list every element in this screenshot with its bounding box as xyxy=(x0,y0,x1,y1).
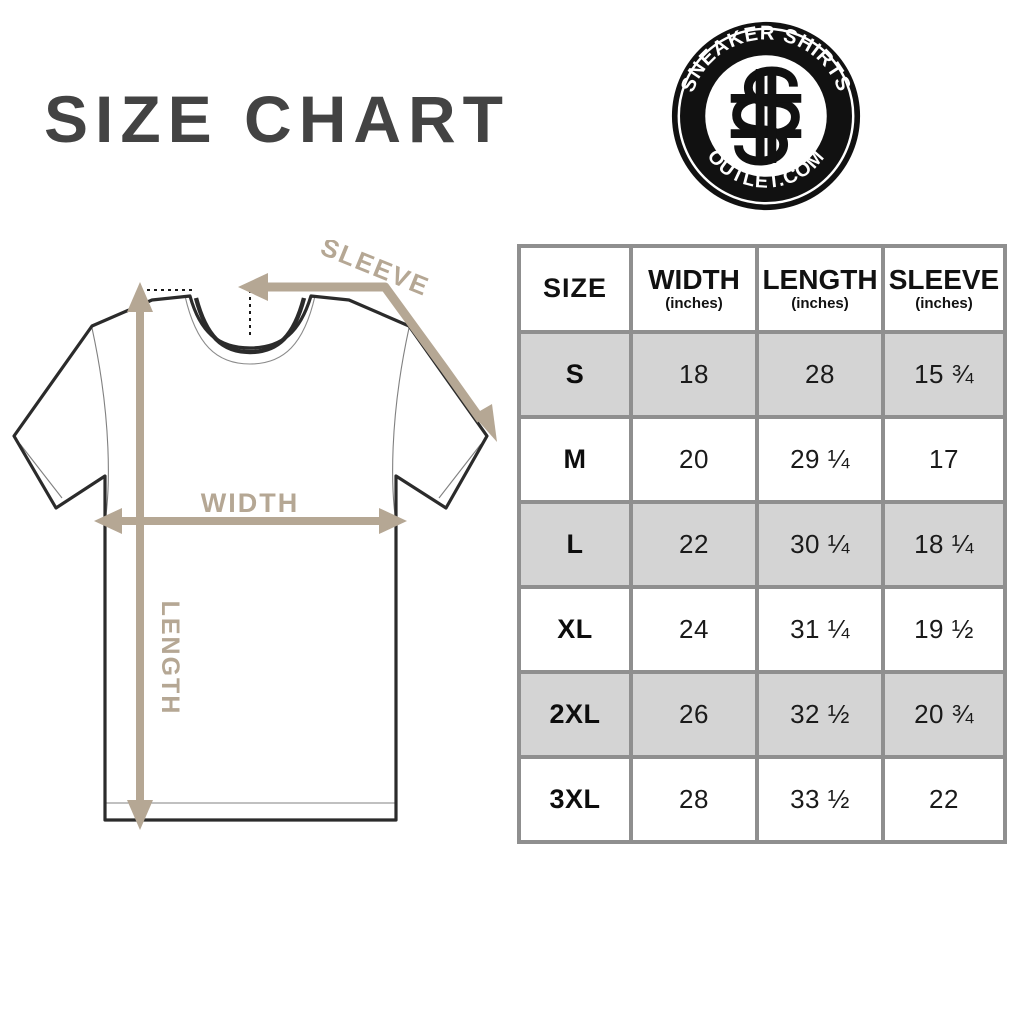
length-arrow-head-down xyxy=(127,800,153,830)
column-header-size-label: SIZE xyxy=(542,273,607,304)
column-header-width: WIDTH (inches) xyxy=(629,244,759,334)
tshirt-measurement-diagram: WIDTH LENGTH SLEEVE xyxy=(0,231,510,850)
column-header-width-unit: (inches) xyxy=(665,295,723,313)
size-chart-table-container: SIZE WIDTH (inches) LENGTH (inches) SLEE… xyxy=(517,244,1007,844)
table-body: S 18 28 15 ¾ M 20 29 ¼ 17 L 22 30 ¼ 18 ¼ XL 24 31 ¼ 19 … xyxy=(517,330,1007,844)
column-header-length-unit: (inches) xyxy=(791,295,849,313)
cell-width: 20 xyxy=(629,415,759,504)
tshirt-seams xyxy=(19,327,482,523)
cell-size: 2XL xyxy=(517,670,633,759)
table-row: 3XL 28 33 ½ 22 xyxy=(517,755,1007,844)
cell-length: 33 ½ xyxy=(755,755,885,844)
column-header-sleeve-unit: (inches) xyxy=(915,295,973,313)
cell-length: 28 xyxy=(755,330,885,419)
column-header-sleeve: SLEEVE (inches) xyxy=(881,244,1007,334)
cell-sleeve: 22 xyxy=(881,755,1007,844)
tshirt-outline xyxy=(12,294,489,822)
cell-sleeve: 15 ¾ xyxy=(881,330,1007,419)
collar-rib-inner xyxy=(193,297,307,355)
tshirt-diagram-svg: WIDTH LENGTH SLEEVE xyxy=(12,231,497,830)
width-arrow-head-right xyxy=(379,508,407,534)
cell-size: XL xyxy=(517,585,633,674)
measurement-arrows xyxy=(94,273,497,830)
size-chart-table: SIZE WIDTH (inches) LENGTH (inches) SLEE… xyxy=(517,244,1007,844)
length-arrow xyxy=(127,282,153,830)
sleeve-arrow-head-left xyxy=(238,273,268,301)
cell-size: S xyxy=(517,330,633,419)
sneaker-shirts-outlet-logo: SNEAKER SHIRTS OUTLET.COM xyxy=(668,18,864,214)
column-header-size: SIZE xyxy=(517,244,633,334)
length-label: LENGTH xyxy=(156,601,184,716)
length-arrow-head-up xyxy=(127,282,153,312)
sleeve-arrow xyxy=(238,273,497,442)
column-header-length-label: LENGTH xyxy=(762,263,878,295)
cell-sleeve: 19 ½ xyxy=(881,585,1007,674)
cell-size: M xyxy=(517,415,633,504)
table-row: XL 24 31 ¼ 19 ½ xyxy=(517,585,1007,674)
column-header-sleeve-label: SLEEVE xyxy=(888,263,1000,295)
cell-width: 22 xyxy=(629,500,759,589)
cell-length: 30 ¼ xyxy=(755,500,885,589)
cell-width: 28 xyxy=(629,755,759,844)
logo-svg: SNEAKER SHIRTS OUTLET.COM xyxy=(671,21,861,211)
measurement-guide-lines xyxy=(140,289,251,336)
width-label: WIDTH xyxy=(201,488,299,518)
cell-size: L xyxy=(517,500,633,589)
cell-length: 29 ¼ xyxy=(755,415,885,504)
sleeve-arrow-head-end xyxy=(473,404,497,442)
page-title: SIZE CHART xyxy=(44,82,510,156)
table-header: SIZE WIDTH (inches) LENGTH (inches) SLEE… xyxy=(517,244,1007,334)
tshirt-collar xyxy=(184,295,316,365)
table-row: 2XL 26 32 ½ 20 ¾ xyxy=(517,670,1007,759)
table-row: S 18 28 15 ¾ xyxy=(517,330,1007,419)
cell-width: 26 xyxy=(629,670,759,759)
width-arrow-head-left xyxy=(94,508,122,534)
table-header-row: SIZE WIDTH (inches) LENGTH (inches) SLEE… xyxy=(517,244,1007,334)
cell-sleeve: 17 xyxy=(881,415,1007,504)
column-header-width-label: WIDTH xyxy=(648,263,740,295)
column-header-length: LENGTH (inches) xyxy=(755,244,885,334)
cell-sleeve: 20 ¾ xyxy=(881,670,1007,759)
cell-sleeve: 18 ¼ xyxy=(881,500,1007,589)
cell-length: 31 ¼ xyxy=(755,585,885,674)
logo-monogram-ss xyxy=(730,66,802,166)
logo-separator-ring xyxy=(677,27,855,205)
cell-size: 3XL xyxy=(517,755,633,844)
cell-length: 32 ½ xyxy=(755,670,885,759)
width-arrow xyxy=(94,508,407,534)
cell-width: 18 xyxy=(629,330,759,419)
collar-rib-outer xyxy=(184,295,316,365)
sleeve-label: SLEEVE xyxy=(317,240,434,302)
tshirt-body-path xyxy=(12,294,489,822)
cell-width: 24 xyxy=(629,585,759,674)
table-row: M 20 29 ¼ 17 xyxy=(517,415,1007,504)
table-row: L 22 30 ¼ 18 ¼ xyxy=(517,500,1007,589)
